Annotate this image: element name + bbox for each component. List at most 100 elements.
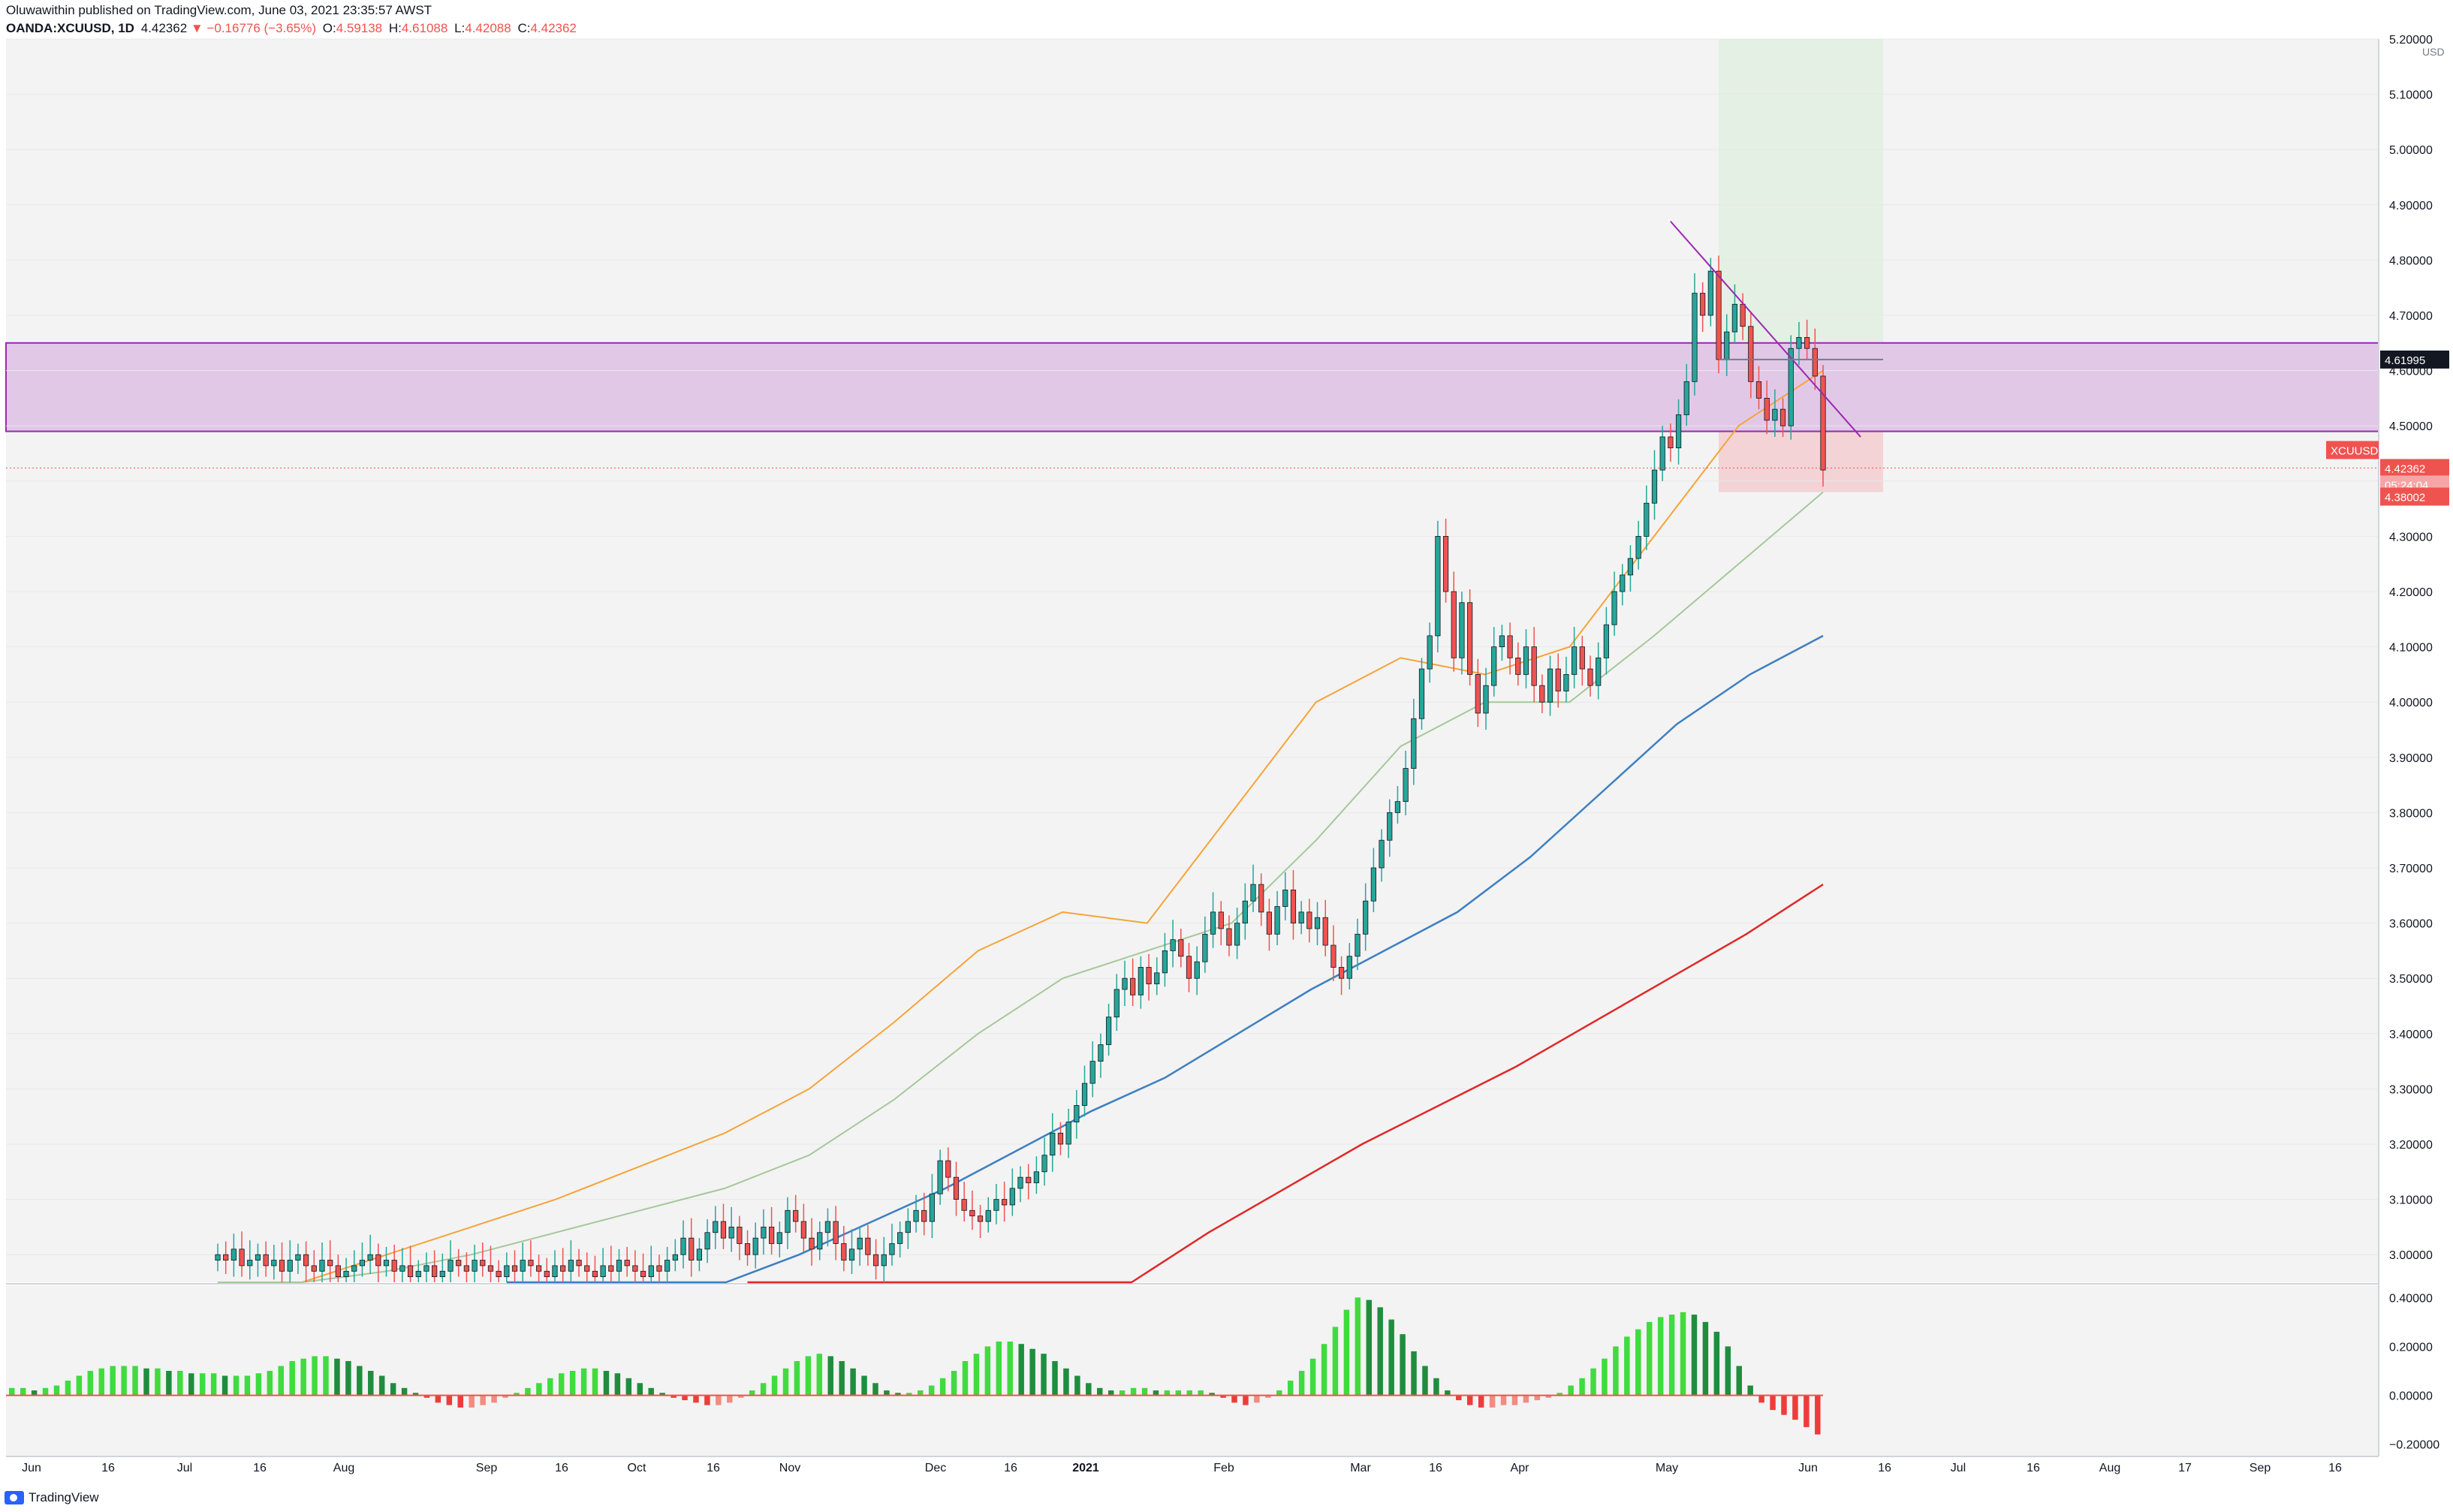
candle-51 <box>624 1246 630 1277</box>
osc-bar-48 <box>547 1378 553 1396</box>
osc-bar-117 <box>1321 1344 1327 1396</box>
candle-124 <box>1210 892 1216 948</box>
candle-body-90 <box>937 1160 943 1194</box>
low-value: 4.42088 <box>465 21 511 35</box>
candle-body-154 <box>1451 591 1457 658</box>
osc-bar-20 <box>233 1375 240 1396</box>
candle-body-141 <box>1346 956 1352 979</box>
candle-body-117 <box>1154 972 1160 984</box>
candle-66 <box>744 1230 751 1266</box>
candle-159 <box>1491 627 1497 697</box>
osc-bar-16 <box>188 1373 194 1396</box>
time-tick-13: Feb <box>1213 1462 1234 1474</box>
candle-58 <box>680 1220 686 1269</box>
osc-bar-152 <box>1713 1331 1720 1396</box>
candle-body-38 <box>520 1260 526 1272</box>
symbol-name[interactable]: OANDA:XCUUSD, 1D <box>6 21 134 35</box>
candle-169 <box>1572 627 1578 688</box>
candle-50 <box>616 1248 622 1282</box>
candle-25 <box>415 1260 421 1282</box>
candle-body-37 <box>511 1265 518 1272</box>
osc-bar-86 <box>973 1354 980 1396</box>
candle-body-105 <box>1057 1132 1064 1145</box>
candle-body-158 <box>1483 685 1489 714</box>
footer-brand: TradingView <box>29 1490 99 1504</box>
time-tick-20: Jul <box>1951 1462 1966 1474</box>
candle-100 <box>1017 1166 1023 1203</box>
time-tick-23: 17 <box>2178 1462 2192 1474</box>
author-name[interactable]: Oluwawithin <box>6 3 75 17</box>
candle-body-80 <box>857 1237 863 1250</box>
osc-bar-6 <box>76 1375 83 1396</box>
candle-body-131 <box>1266 911 1272 935</box>
osc-bar-99 <box>1119 1390 1126 1396</box>
candle-78 <box>841 1225 847 1272</box>
osc-bar-160 <box>1804 1395 1810 1427</box>
main-pane <box>6 39 2379 1282</box>
time-tick-4: Aug <box>333 1462 354 1474</box>
candle-body-36 <box>504 1265 510 1278</box>
time-tick-16: Apr <box>1511 1462 1530 1474</box>
symbol-tag-box <box>2326 441 2379 459</box>
osc-bar-112 <box>1265 1395 1271 1398</box>
candle-body-109 <box>1089 1061 1095 1084</box>
candle-body-34 <box>487 1265 494 1272</box>
osc-bar-18 <box>210 1373 217 1396</box>
candle-147 <box>1394 786 1401 824</box>
candle-32 <box>472 1244 478 1282</box>
candle-184 <box>1692 273 1698 396</box>
osc-bar-103 <box>1164 1390 1171 1396</box>
osc-bar-15 <box>177 1371 183 1396</box>
last-price: 4.42362 <box>140 21 188 35</box>
candle-38 <box>520 1242 526 1282</box>
candle-62 <box>713 1206 719 1249</box>
candle-body-57 <box>672 1254 678 1261</box>
candle-103 <box>1041 1137 1047 1186</box>
osc-bar-49 <box>558 1373 565 1396</box>
osc-bar-108 <box>1220 1395 1226 1398</box>
candle-60 <box>696 1238 703 1272</box>
osc-bar-97 <box>1097 1387 1103 1396</box>
price-tick-21: 3.10000 <box>2389 1194 2433 1207</box>
osc-bar-1 <box>20 1387 26 1396</box>
resistance-zone <box>5 342 2379 432</box>
candle-161 <box>1507 622 1513 675</box>
candle-body-25 <box>415 1270 421 1278</box>
candle-79 <box>848 1229 855 1274</box>
osc-bar-52 <box>592 1368 598 1396</box>
symbol-tag: XCUUSD <box>2326 441 2379 459</box>
candle-body-165 <box>1539 685 1545 703</box>
osc-bar-69 <box>782 1368 789 1396</box>
price-tick-14: 3.80000 <box>2389 807 2433 820</box>
candle-body-101 <box>1026 1176 1032 1183</box>
candle-body-192 <box>1755 381 1762 399</box>
osc-bar-142 <box>1602 1358 1608 1396</box>
tradingview-footer[interactable]: TradingView <box>5 1490 99 1505</box>
osc-bar-146 <box>1646 1321 1653 1396</box>
osc-bar-67 <box>760 1383 767 1396</box>
osc-bar-114 <box>1287 1381 1294 1396</box>
price-tick-1: 5.10000 <box>2389 89 2433 102</box>
candle-183 <box>1683 363 1689 426</box>
candle-12 <box>311 1250 317 1282</box>
candle-106 <box>1065 1108 1071 1158</box>
candle-body-162 <box>1515 657 1521 675</box>
candle-149 <box>1411 698 1417 785</box>
candle-175 <box>1620 564 1626 606</box>
osc-bar-122 <box>1377 1307 1383 1396</box>
candle-body-92 <box>953 1176 960 1200</box>
candle-11 <box>303 1241 309 1282</box>
osc-bar-141 <box>1590 1368 1596 1396</box>
candle-42 <box>552 1250 558 1282</box>
osc-bar-57 <box>648 1387 654 1396</box>
publish-info: Oluwawithin published on TradingView.com… <box>6 3 432 18</box>
trend-line <box>1670 221 1861 438</box>
price-tick-5: 4.70000 <box>2389 310 2433 323</box>
candle-97 <box>993 1183 999 1224</box>
osc-bar-82 <box>928 1385 935 1396</box>
time-tick-17: May <box>1656 1462 1678 1474</box>
candle-body-4 <box>247 1260 253 1267</box>
osc-bar-26 <box>300 1358 306 1396</box>
osc-bar-123 <box>1388 1319 1394 1396</box>
